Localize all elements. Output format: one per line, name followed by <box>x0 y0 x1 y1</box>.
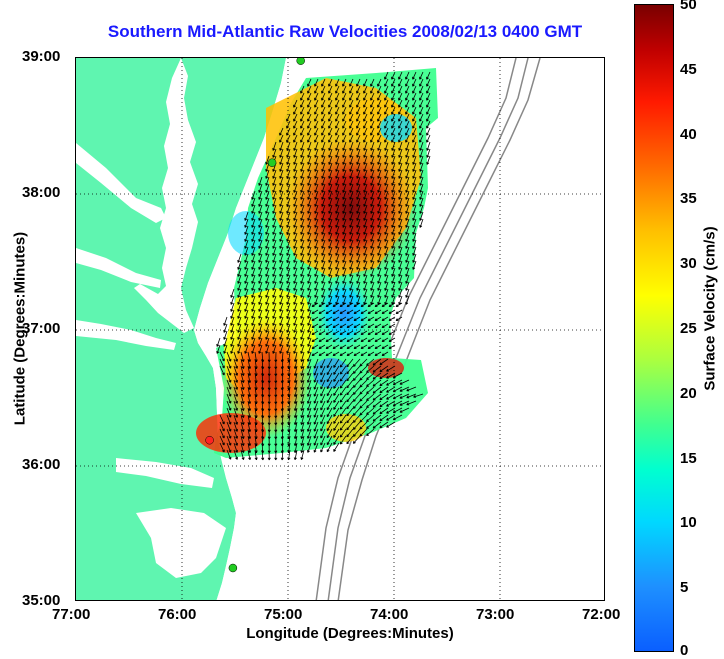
station-marker-2 <box>205 435 214 445</box>
rappahannock-river <box>76 248 161 288</box>
cb-tick-0: 0 <box>680 642 689 659</box>
velocity-arrows <box>216 71 431 461</box>
x-tick-75: 75:00 <box>264 606 303 623</box>
cb-tick-30: 30 <box>680 255 697 272</box>
potomac-river <box>76 143 166 223</box>
cb-tick-10: 10 <box>680 514 697 531</box>
grid-lines <box>76 58 604 600</box>
cb-tick-5: 5 <box>680 579 689 596</box>
colorbar-label: Surface Velocity (cm/s) <box>701 226 719 391</box>
cb-tick-35: 35 <box>680 190 697 207</box>
radar-stations <box>205 58 305 573</box>
pamlico-sound <box>136 508 226 578</box>
cb-tick-50: 50 <box>680 0 697 13</box>
x-tick-72: 72:00 <box>582 606 621 623</box>
x-axis-label: Longitude (Degrees:Minutes) <box>246 625 454 642</box>
map-title: Southern Mid-Atlantic Raw Velocities 200… <box>107 22 583 41</box>
x-tick-73: 73:00 <box>476 606 515 623</box>
x-tick-74: 74:00 <box>370 606 409 623</box>
y-tick-37: 37:00 <box>22 320 61 337</box>
x-tick-76: 76:00 <box>158 606 197 623</box>
station-marker-1 <box>267 158 277 167</box>
arrow-glyphs <box>216 71 431 461</box>
cb-tick-45: 45 <box>680 61 697 78</box>
y-tick-36: 36:00 <box>22 456 61 473</box>
map-panel <box>75 57 605 601</box>
cb-tick-20: 20 <box>680 385 697 402</box>
cb-tick-40: 40 <box>680 126 697 143</box>
colorbar <box>634 4 674 652</box>
station-marker-3 <box>228 563 238 573</box>
map-canvas <box>76 58 604 600</box>
y-tick-35: 35:00 <box>22 592 61 609</box>
x-tick-77: 77:00 <box>52 606 91 623</box>
station-marker-0 <box>296 58 305 65</box>
james-river <box>76 320 176 350</box>
y-tick-38: 38:00 <box>22 184 61 201</box>
cb-tick-25: 25 <box>680 320 697 337</box>
y-tick-39: 39:00 <box>22 48 61 65</box>
cb-tick-15: 15 <box>680 450 697 467</box>
albemarle-sound <box>116 458 214 488</box>
